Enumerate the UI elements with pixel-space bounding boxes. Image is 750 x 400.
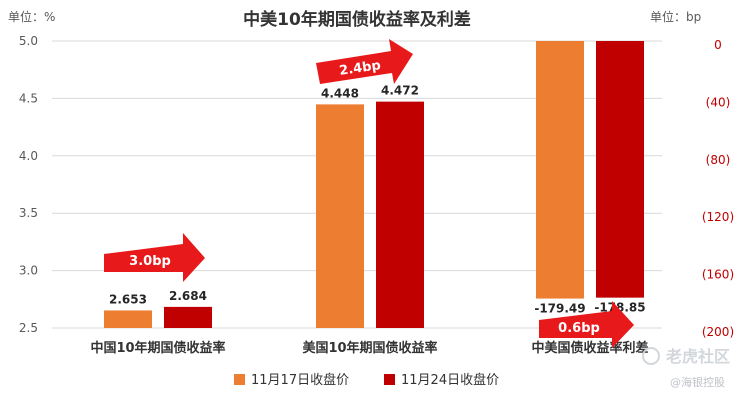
legend-label-nov17: 11月17日收盘价 — [251, 372, 349, 388]
annotation-arrow-us: 2.4bp — [316, 39, 413, 84]
category-label: 中国10年期国债收益率 — [90, 340, 225, 356]
annotation-arrow-shape — [539, 301, 634, 348]
category-labels: 中国10年期国债收益率 美国10年期国债收益率 中美国债收益率利差 — [90, 340, 648, 356]
legend-label-nov24: 11月24日收盘价 — [401, 372, 499, 388]
left-tick-label: 3.5 — [19, 206, 38, 220]
value-label: 2.684 — [169, 289, 207, 303]
watermark: 老虎社区 @海银控股 — [642, 347, 730, 389]
left-axis-ticks: 5.0 4.5 4.0 3.5 3.0 2.5 — [19, 34, 38, 335]
legend: 11月17日收盘价 11月24日收盘价 — [234, 372, 499, 388]
left-axis-unit: 单位：% — [8, 9, 55, 24]
right-tick-label: (160) — [702, 268, 734, 282]
value-label: -179.49 — [534, 302, 585, 316]
bar-nov17 — [536, 41, 584, 299]
category-label: 美国10年期国债收益率 — [302, 340, 437, 356]
annotation-arrow-china: 3.0bp — [104, 233, 205, 282]
left-tick-label: 4.0 — [19, 149, 38, 163]
value-label: 2.653 — [109, 292, 147, 306]
annotation-label: 0.6bp — [558, 321, 600, 336]
tiger-logo-icon — [642, 347, 660, 365]
annotation-label: 2.4bp — [338, 58, 381, 79]
watermark-handle: @海银控股 — [670, 375, 725, 389]
category-label: 中美国债收益率利差 — [531, 340, 648, 356]
value-label: -178.85 — [594, 301, 645, 315]
left-tick-label: 5.0 — [19, 34, 38, 48]
right-axis-unit: 单位：bp — [650, 9, 701, 24]
annotation-arrow-shape — [104, 233, 205, 282]
value-label: 4.448 — [321, 86, 359, 100]
annotation-arrow-shape — [316, 39, 413, 84]
right-tick-label: (80) — [706, 153, 731, 167]
bar-nov24 — [376, 101, 424, 328]
value-label: 4.472 — [381, 84, 419, 98]
bars — [104, 41, 644, 328]
watermark-brand: 老虎社区 — [665, 347, 730, 366]
left-tick-label: 3.0 — [19, 264, 38, 278]
legend-swatch-nov17 — [234, 374, 245, 385]
right-axis-ticks: 0 (40) (80) (120) (160) (200) — [702, 38, 734, 339]
chart-title: 中美10年期国债收益率及利差 — [243, 9, 471, 30]
right-tick-label: (200) — [702, 325, 734, 339]
right-tick-label: (120) — [702, 210, 734, 224]
bar-nov24 — [596, 41, 644, 298]
left-tick-label: 4.5 — [19, 91, 38, 105]
bar-nov24 — [164, 306, 212, 328]
bar-nov17 — [316, 104, 364, 328]
annotation-label: 3.0bp — [129, 254, 171, 269]
value-labels: 2.653 2.684 4.448 4.472 -179.49 -178.85 — [109, 84, 646, 316]
right-tick-label: 0 — [714, 38, 722, 52]
annotation-arrow-spread: 0.6bp — [539, 301, 634, 348]
legend-swatch-nov24 — [384, 374, 395, 385]
right-tick-label: (40) — [706, 95, 731, 109]
left-tick-label: 2.5 — [19, 321, 38, 335]
bar-nov17 — [104, 310, 152, 328]
